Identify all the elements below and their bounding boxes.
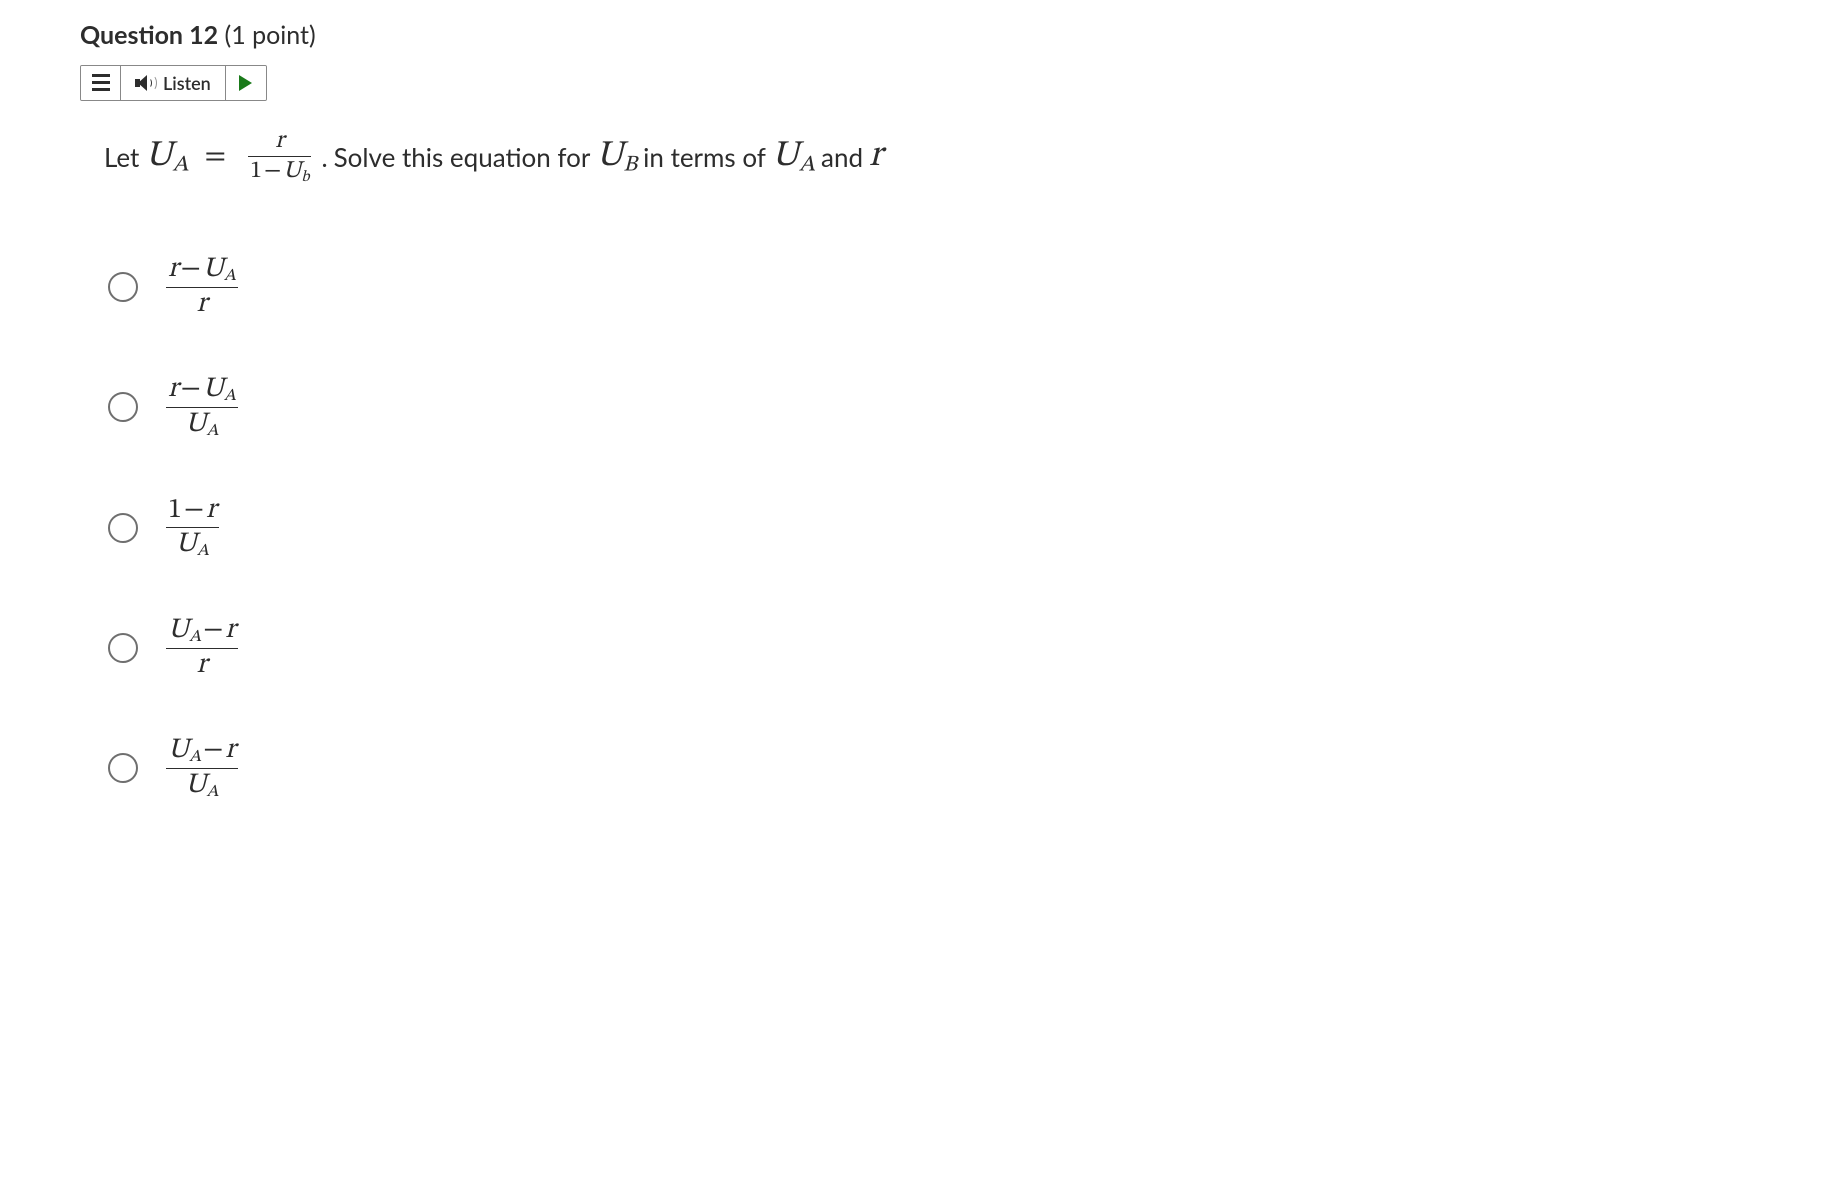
stem-ua: UA	[145, 134, 188, 180]
question-body: Let UA = r 1−Ub . Solve this equation fo…	[80, 129, 1742, 801]
option-4-math: UA−r r	[166, 616, 238, 680]
hamburger-icon	[92, 74, 110, 91]
stem-text2: Solve this equation for	[334, 141, 591, 173]
play-button[interactable]	[226, 66, 266, 100]
toolbar-menu-button[interactable]	[81, 66, 121, 100]
option-3-math: 1−r UA	[166, 496, 219, 560]
stem-let: Let	[104, 141, 139, 173]
radio-icon	[108, 392, 138, 422]
option-3[interactable]: 1−r UA	[108, 496, 1742, 560]
stem-ub: UB	[596, 134, 637, 180]
question-header: Question 12 (1 point)	[80, 20, 1742, 50]
question-stem: Let UA = r 1−Ub . Solve this equation fo…	[104, 129, 1742, 185]
question-container: Question 12 (1 point) Listen Let UA =	[0, 0, 1822, 841]
play-icon	[239, 75, 252, 91]
speaker-icon	[135, 74, 155, 92]
question-title: Question 12	[80, 20, 218, 50]
option-4[interactable]: UA−r r	[108, 616, 1742, 680]
radio-icon	[108, 633, 138, 663]
radio-icon	[108, 513, 138, 543]
stem-period: .	[321, 141, 327, 173]
option-1-math: r−UA r	[166, 255, 238, 319]
question-points: (1 point)	[225, 20, 316, 50]
option-2[interactable]: r−UA UA	[108, 375, 1742, 440]
option-2-math: r−UA UA	[166, 375, 238, 440]
radio-icon	[108, 272, 138, 302]
option-1[interactable]: r−UA r	[108, 255, 1742, 319]
equals-sign: =	[194, 138, 236, 176]
stem-text3: in terms of	[643, 141, 766, 173]
option-5-math: UA−r UA	[166, 736, 238, 801]
option-5[interactable]: UA−r UA	[108, 736, 1742, 801]
stem-fraction: r 1−Ub	[248, 129, 311, 185]
radio-icon	[108, 753, 138, 783]
stem-r: r	[869, 134, 883, 179]
listen-label: Listen	[163, 72, 211, 94]
stem-ua2: UA	[772, 134, 815, 180]
accessibility-toolbar: Listen	[80, 65, 267, 101]
answer-options: r−UA r r−UA UA 1−r UA	[104, 255, 1742, 801]
listen-button[interactable]: Listen	[121, 66, 226, 100]
stem-and: and	[821, 141, 863, 173]
